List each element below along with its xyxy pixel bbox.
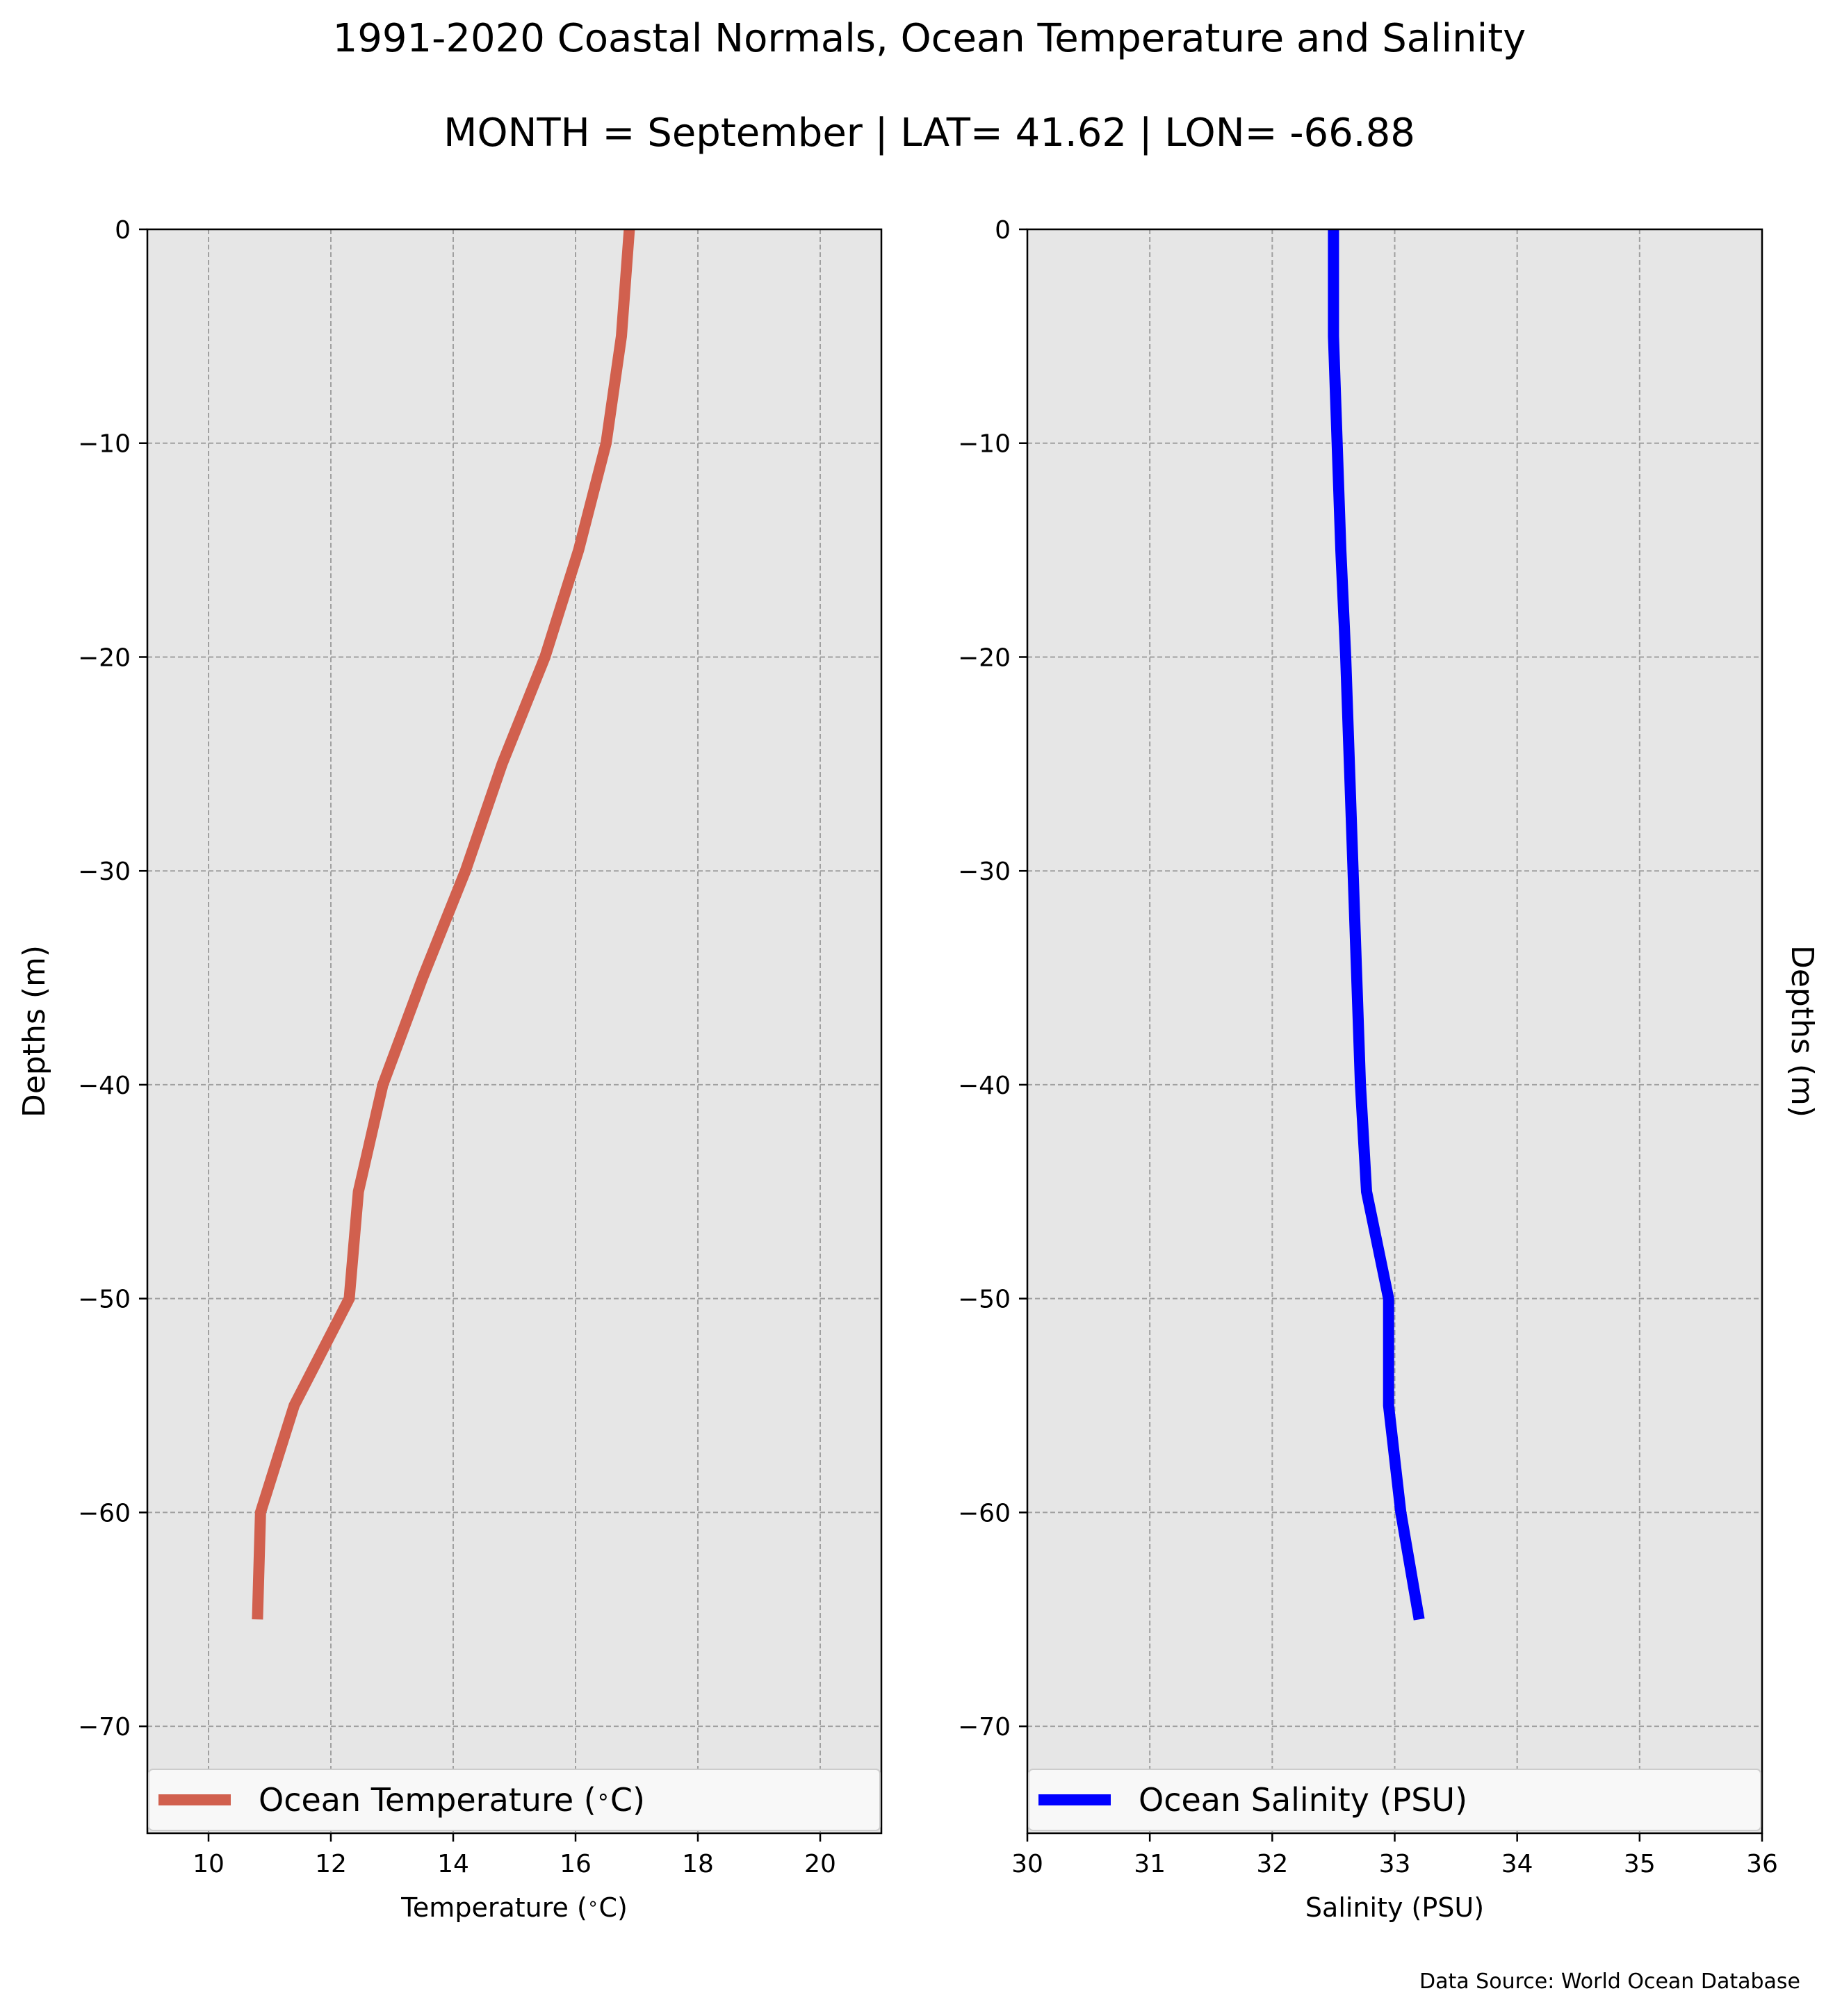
series-line-temperature xyxy=(252,229,635,1620)
chart-subtitle: MONTH = September | LAT= 41.62 | LON= -6… xyxy=(443,110,1415,156)
x-tick-label: 14 xyxy=(437,1850,469,1878)
y-tick-label: −70 xyxy=(78,1713,131,1742)
x-tick-label: 16 xyxy=(560,1850,592,1878)
x-tick-label: 10 xyxy=(193,1850,225,1878)
line-panel-temperature: 10 12 14 16 18 20 0 −10 −20 −30 −40 −50 −60 −70 Temper… xyxy=(17,216,883,1923)
x-tick-label: 33 xyxy=(1379,1850,1411,1878)
x-tick-label: 35 xyxy=(1624,1850,1656,1878)
y-tick-label: −60 xyxy=(78,1499,131,1527)
x-tick-label: 20 xyxy=(804,1850,836,1878)
x-axis-label: Temperature (∘C) xyxy=(400,1892,628,1923)
y-tick-label: 0 xyxy=(995,216,1011,245)
x-tick-label: 12 xyxy=(315,1850,347,1878)
legend: Ocean Temperature (∘C) xyxy=(148,1769,881,1831)
x-tick-label: 34 xyxy=(1501,1850,1533,1878)
x-tick-label: 31 xyxy=(1134,1850,1166,1878)
plot-area xyxy=(1027,229,1762,1833)
y-tick-label: −70 xyxy=(958,1713,1011,1742)
data-source-note: Data Source: World Ocean Database xyxy=(1419,1969,1800,1994)
y-tick-label: −20 xyxy=(78,644,131,672)
y-tick-label: −40 xyxy=(78,1072,131,1100)
series-line-salinity xyxy=(1328,229,1425,1621)
x-axis-label: Salinity (PSU) xyxy=(1305,1892,1484,1923)
y-tick-label: −60 xyxy=(958,1499,1011,1527)
y-tick-label: −50 xyxy=(958,1286,1011,1314)
y-axis-label: Depths (m) xyxy=(1784,945,1820,1117)
plot-area xyxy=(147,229,881,1833)
legend-box xyxy=(1028,1769,1761,1831)
x-tick-label: 36 xyxy=(1746,1850,1778,1878)
y-tick-label: −10 xyxy=(958,430,1011,459)
y-tick-label: −30 xyxy=(958,858,1011,886)
x-tick-label: 18 xyxy=(682,1850,714,1878)
line-panel-salinity: 30 31 32 33 34 35 36 0 −10 −20 −30 −40 −50 −60 −70 Sali… xyxy=(958,216,1820,1923)
legend-label: Ocean Temperature (∘C) xyxy=(259,1781,645,1819)
legend-label: Ocean Salinity (PSU) xyxy=(1139,1781,1467,1819)
chart-panels: 10 12 14 16 18 20 0 −10 −20 −30 −40 −50 −60 −70 Temper… xyxy=(17,216,1820,1923)
y-tick-label: −40 xyxy=(958,1072,1011,1100)
x-tick-label: 32 xyxy=(1256,1850,1288,1878)
chart-title: 1991-2020 Coastal Normals, Ocean Tempera… xyxy=(333,16,1526,61)
legend: Ocean Salinity (PSU) xyxy=(1028,1769,1761,1831)
y-tick-label: −30 xyxy=(78,858,131,886)
y-tick-label: 0 xyxy=(115,216,131,245)
y-axis-label: Depths (m) xyxy=(17,945,52,1117)
axes-frame xyxy=(146,228,883,1835)
y-tick-label: −20 xyxy=(958,644,1011,672)
y-tick-label: −50 xyxy=(78,1286,131,1314)
legend-box xyxy=(148,1769,881,1831)
y-tick-label: −10 xyxy=(78,430,131,459)
x-tick-label: 30 xyxy=(1011,1850,1043,1878)
